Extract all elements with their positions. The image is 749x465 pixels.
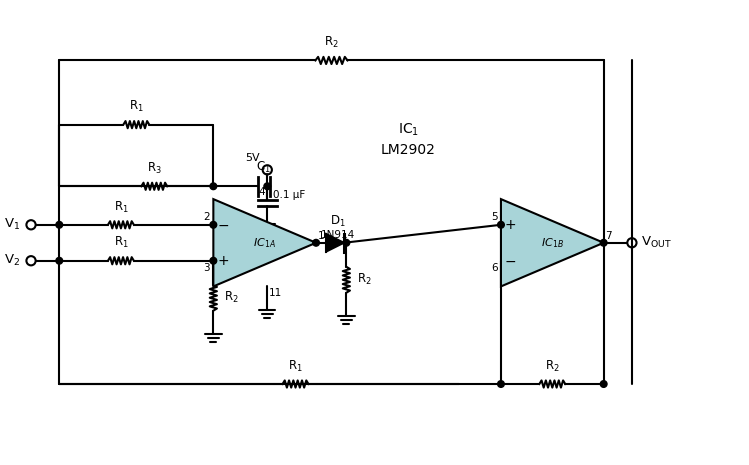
Circle shape <box>497 221 504 228</box>
Text: 0.1 μF: 0.1 μF <box>273 190 306 200</box>
Text: 1N914: 1N914 <box>321 230 355 239</box>
Text: R$_2$: R$_2$ <box>224 290 238 306</box>
Text: D$_1$: D$_1$ <box>330 214 345 229</box>
Text: V$_1$: V$_1$ <box>4 217 19 232</box>
Text: LM2902: LM2902 <box>381 143 436 157</box>
Text: 6: 6 <box>491 263 498 273</box>
Text: V$_2$: V$_2$ <box>4 253 19 268</box>
Circle shape <box>313 239 319 246</box>
Polygon shape <box>213 199 316 286</box>
Circle shape <box>210 183 216 190</box>
Text: $+$: $+$ <box>216 254 228 268</box>
Circle shape <box>601 239 607 246</box>
Text: 7: 7 <box>605 231 612 241</box>
Text: IC$_{1A}$: IC$_{1A}$ <box>253 236 276 250</box>
Text: C$_1$: C$_1$ <box>256 160 271 175</box>
Text: 4: 4 <box>258 187 264 197</box>
Text: 5V: 5V <box>245 153 260 163</box>
Text: R$_1$: R$_1$ <box>129 99 144 114</box>
Text: R$_2$: R$_2$ <box>324 35 339 50</box>
Polygon shape <box>327 234 344 252</box>
Text: 5: 5 <box>491 212 498 222</box>
Text: 1: 1 <box>318 231 324 241</box>
Circle shape <box>56 221 63 228</box>
Text: R$_1$: R$_1$ <box>114 235 128 251</box>
Circle shape <box>497 381 504 387</box>
Text: R$_2$: R$_2$ <box>545 359 560 374</box>
Text: R$_1$: R$_1$ <box>288 359 303 374</box>
Text: 11: 11 <box>269 288 282 299</box>
Text: 2: 2 <box>204 212 210 222</box>
Text: $-$: $-$ <box>504 254 516 268</box>
Polygon shape <box>501 199 604 286</box>
Text: IC$_{1B}$: IC$_{1B}$ <box>541 236 564 250</box>
Circle shape <box>56 258 63 264</box>
Circle shape <box>264 183 270 190</box>
Circle shape <box>343 239 350 246</box>
Text: $-$: $-$ <box>216 218 228 232</box>
Circle shape <box>210 221 216 228</box>
Text: R$_2$: R$_2$ <box>357 272 372 287</box>
Text: V$_{\rm OUT}$: V$_{\rm OUT}$ <box>641 235 672 250</box>
Circle shape <box>210 258 216 264</box>
Text: R$_3$: R$_3$ <box>147 161 162 176</box>
Text: $+$: $+$ <box>504 218 516 232</box>
Text: 3: 3 <box>204 263 210 273</box>
Text: IC$_1$: IC$_1$ <box>398 121 419 138</box>
Circle shape <box>601 381 607 387</box>
Text: R$_1$: R$_1$ <box>114 199 128 214</box>
